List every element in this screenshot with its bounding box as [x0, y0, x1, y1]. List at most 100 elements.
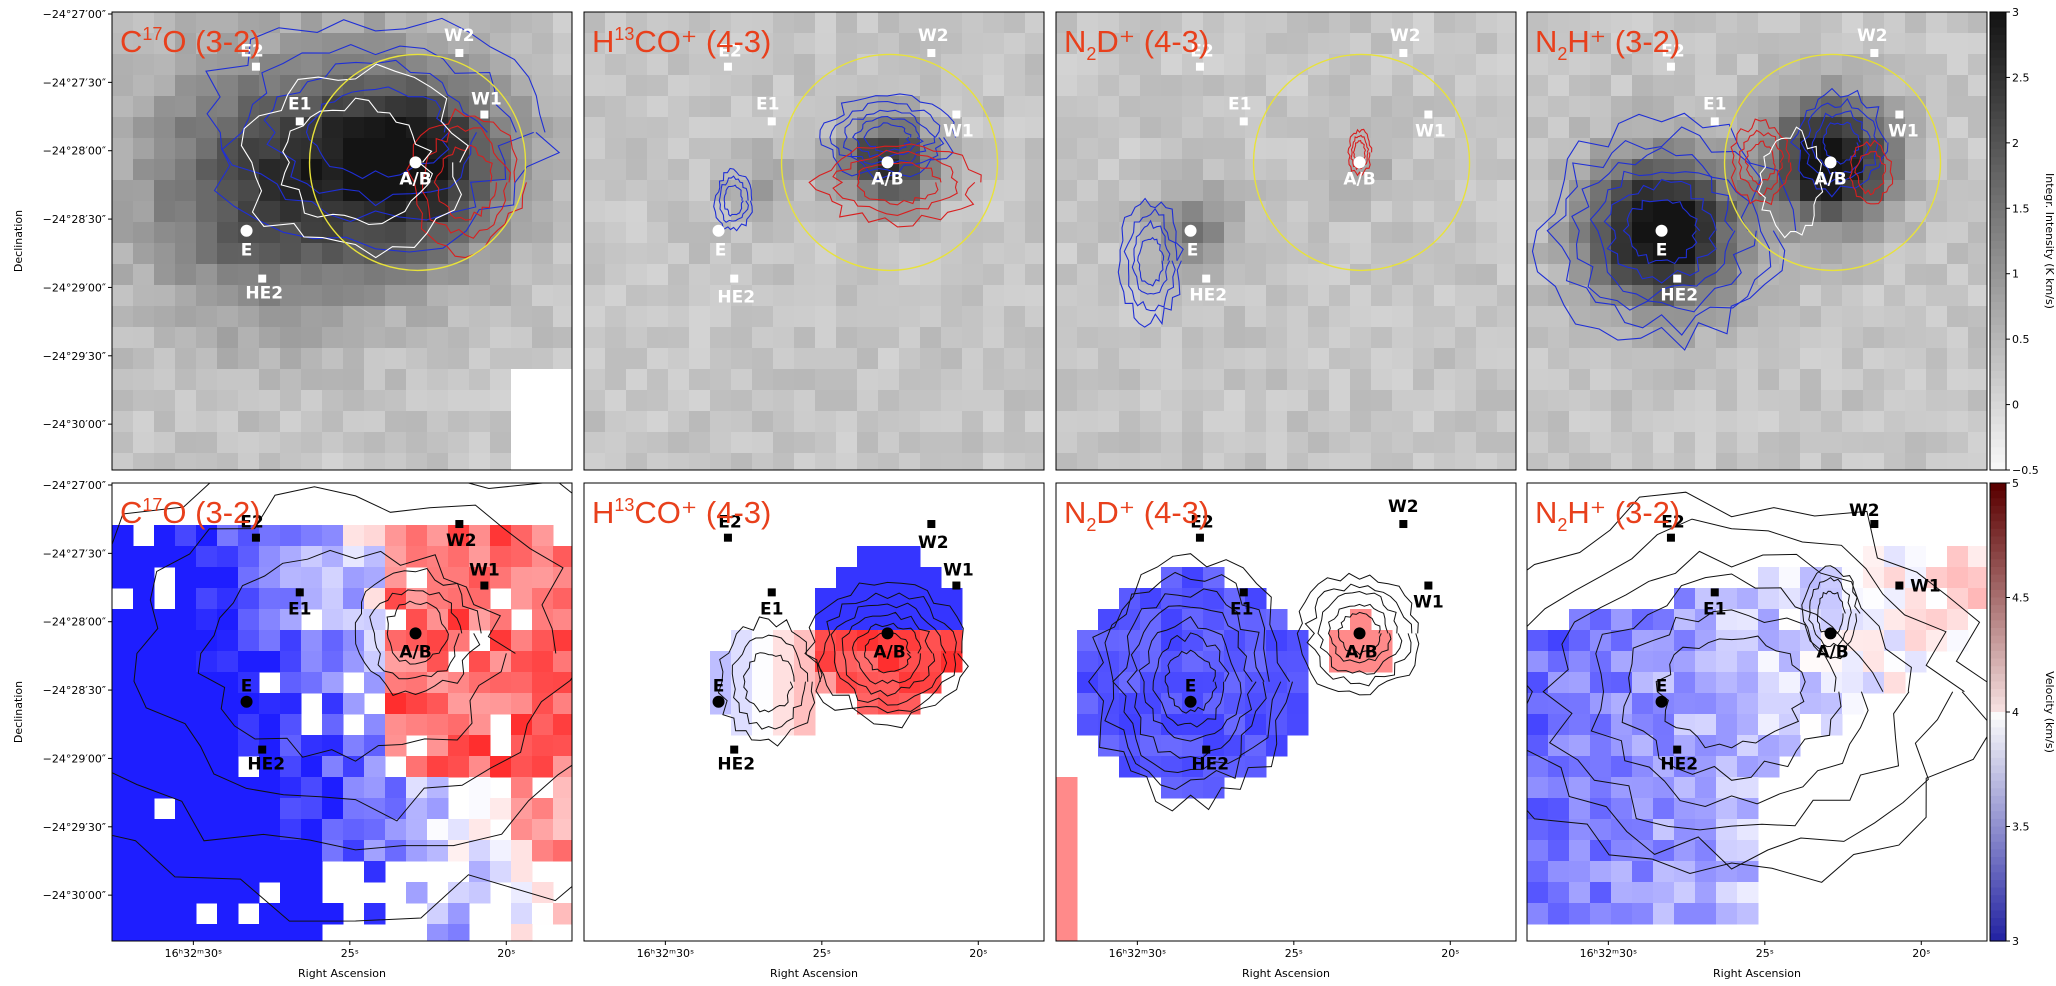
- source-label: W2: [918, 533, 949, 553]
- x-axis-label: Right Ascension: [1713, 967, 1801, 980]
- title-superscript: 13: [614, 24, 634, 44]
- contour-black: [1817, 590, 1846, 639]
- xtick-label: 25ˢ: [1756, 947, 1774, 960]
- contour-black: [354, 567, 482, 697]
- source-label: A/B: [1343, 169, 1375, 189]
- source-marker-he2: [1673, 274, 1682, 283]
- source-marker-w1: [480, 110, 489, 119]
- title-base: H: [592, 24, 614, 59]
- source-marker-e1: [1239, 117, 1248, 126]
- contour-black: [1304, 583, 1413, 687]
- contour-red: [1854, 150, 1886, 196]
- source-label: W2: [446, 531, 477, 551]
- source-label: HE2: [717, 288, 755, 308]
- source-marker-w2: [927, 520, 936, 529]
- contour-blue: [819, 93, 957, 181]
- source-label: E2: [1661, 42, 1684, 62]
- contour-blue: [1123, 207, 1178, 312]
- panel-image: [112, 483, 572, 941]
- contour-red: [1738, 129, 1785, 197]
- colorbar: 5 4.5 4 3.5 3 Velocity (km/s): [1989, 477, 2056, 948]
- source-marker-ab: [1353, 156, 1366, 169]
- beam-circle: [1723, 53, 1942, 272]
- contour-black: [1164, 649, 1218, 714]
- source-label: W2: [918, 26, 949, 46]
- contour-blue: [723, 184, 744, 217]
- panel-title: H13CO⁺ (4-3): [592, 495, 771, 530]
- ytick-label: −24°27′30″: [43, 76, 106, 89]
- source-marker-he2: [1202, 274, 1211, 283]
- contour-blue: [305, 86, 450, 180]
- title-base: N: [1535, 495, 1557, 530]
- xtick-label: 16ʰ32ᵐ30ˢ: [165, 947, 222, 960]
- title-base: N: [1064, 24, 1086, 59]
- title-rest: D⁺ (4-3): [1096, 24, 1209, 59]
- source-marker-e2: [1666, 533, 1675, 542]
- colorbar-tick-label: 2.5: [2012, 71, 2030, 84]
- source-label: HE2: [1191, 755, 1229, 775]
- ytick-label: −24°28′30″: [43, 684, 106, 697]
- panel-image: [1056, 483, 1516, 941]
- title-superscript: 13: [614, 495, 634, 515]
- ytick-label: −24°27′00″: [43, 479, 106, 492]
- source-label: E1: [760, 599, 783, 619]
- contour-black: [1337, 611, 1382, 656]
- source-label: E: [241, 241, 253, 261]
- contour-white: [240, 63, 469, 259]
- panel-frame: [583, 11, 1045, 471]
- source-marker-e2: [251, 62, 260, 71]
- source-marker-e1: [767, 117, 776, 126]
- ytick-label: −24°29′30″: [43, 350, 106, 363]
- source-marker-w2: [455, 520, 464, 529]
- title-rest: D⁺ (4-3): [1096, 495, 1209, 530]
- title-rest: H⁺ (3-2): [1567, 24, 1680, 59]
- source-marker-e: [712, 695, 725, 708]
- source-label: E: [715, 241, 727, 261]
- panel-title: C17O (3-2): [120, 495, 261, 530]
- source-marker-e2: [251, 533, 260, 542]
- source-label: A/B: [1814, 169, 1846, 189]
- source-label: W1: [469, 561, 500, 581]
- panel-velocity-3: E2 W2 E1 W1 A/B E HE2 N2D⁺ (4-3) 16ʰ32ᵐ30ˢ 25ˢ 20ˢ…: [1055, 482, 1517, 980]
- contour-red: [1347, 128, 1373, 177]
- colorbar-tick-label: −0.5: [2012, 464, 2039, 477]
- contour-black: [1126, 605, 1257, 760]
- source-marker-e2: [1666, 62, 1675, 71]
- source-label: W1: [1888, 122, 1919, 142]
- contour-black: [841, 611, 936, 697]
- source-label: HE2: [1660, 755, 1698, 775]
- panel-title: H13CO⁺ (4-3): [592, 24, 771, 59]
- source-marker-he2: [258, 274, 267, 283]
- source-marker-e: [240, 695, 253, 708]
- contour-red: [1744, 140, 1776, 186]
- source-marker-ab: [409, 156, 422, 169]
- panel-image: [584, 12, 1044, 470]
- source-marker-w2: [455, 49, 464, 58]
- source-label: E1: [1228, 94, 1251, 114]
- source-label: W1: [943, 561, 974, 581]
- panel-title: C17O (3-2): [120, 24, 261, 59]
- colorbar-frame: [1989, 11, 2007, 471]
- panel-moment0-1: E2 W2 E1 W1 A/B E HE2 C17O (3-2) −24°27′00″ −24°2…: [12, 8, 573, 471]
- xtick-label: 25ˢ: [813, 947, 831, 960]
- source-label: E1: [1230, 599, 1253, 619]
- source-label: E1: [288, 599, 311, 619]
- colorbar-tick-label: 1.5: [2012, 202, 2030, 215]
- title-base: H: [592, 495, 614, 530]
- contour-black: [804, 581, 969, 729]
- panel-image: [584, 483, 1044, 941]
- contour-blue: [1531, 112, 1797, 351]
- colorbar-tick-label: 3: [2012, 935, 2019, 948]
- contour-red: [832, 149, 959, 216]
- contour-white: [280, 97, 434, 226]
- source-label: E: [241, 677, 253, 697]
- source-marker-w2: [1399, 520, 1408, 529]
- source-marker-e1: [1710, 117, 1719, 126]
- source-marker-he2: [730, 274, 739, 283]
- source-marker-w1: [1424, 110, 1433, 119]
- contour-black: [1138, 616, 1242, 742]
- contour-red: [1730, 118, 1792, 206]
- source-marker-e: [240, 224, 253, 237]
- source-marker-e2: [723, 533, 732, 542]
